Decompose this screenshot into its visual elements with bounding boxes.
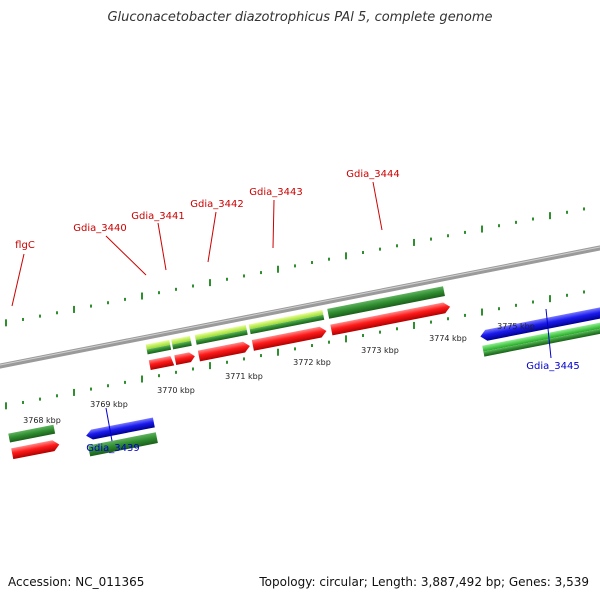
gdia-3445-gene-bar bbox=[482, 313, 600, 352]
gdia-3440-leader-line bbox=[105, 235, 147, 276]
gdia-3445-label: Gdia_3445 bbox=[526, 361, 579, 372]
genome-backbone-highlight bbox=[0, 246, 600, 366]
gdia-3444-leader-line bbox=[372, 181, 383, 231]
scale-label-3775: 3775 kbp bbox=[497, 322, 535, 331]
gdia-3439-gene-bar bbox=[88, 432, 158, 457]
gdia-3441-leader-line bbox=[157, 222, 167, 271]
gene-labels: flgC Gdia_3440 Gdia_3441 Gdia_3442 Gdia_… bbox=[15, 169, 580, 454]
gdia-3442-gene-bar bbox=[194, 324, 247, 340]
gdia-3439-label: Gdia_3439 bbox=[86, 443, 139, 454]
genome-title: Gluconacetobacter diazotrophicus PAl 5, … bbox=[107, 10, 493, 25]
scale-tick-marks bbox=[5, 207, 585, 410]
gdia-3444-label: Gdia_3444 bbox=[346, 169, 399, 180]
scale-label-3772: 3772 kbp bbox=[293, 358, 331, 367]
gdia-3441-gene-bar-lower bbox=[172, 340, 192, 350]
gdia-3441-label: Gdia_3441 bbox=[131, 211, 184, 222]
gdia-3441-cds-arrow bbox=[174, 352, 195, 366]
gdia-3441-gene-bar bbox=[171, 335, 191, 345]
gdia-3440-label: Gdia_3440 bbox=[73, 223, 126, 234]
flgC-cds-arrow bbox=[11, 440, 60, 460]
gdia-3445-leader-line bbox=[545, 308, 552, 359]
gdia-3443-label: Gdia_3443 bbox=[249, 187, 302, 198]
scale-label-3773: 3773 kbp bbox=[361, 346, 399, 355]
gdia-3445-gene-bar-lower bbox=[483, 318, 600, 357]
genome-summary-text: Topology: circular; Length: 3,887,492 bp… bbox=[259, 575, 589, 589]
reverse-strand-features bbox=[86, 298, 600, 457]
gdia-3442-label: Gdia_3442 bbox=[190, 199, 243, 210]
gdia-3443-gene-bar bbox=[248, 309, 324, 330]
gdia-3442-gene-bar-lower bbox=[195, 329, 248, 345]
gdia-3444-cds-arrow bbox=[330, 302, 451, 336]
scale-labels: 3768 kbp 3769 kbp 3770 kbp 3771 kbp 3772… bbox=[23, 322, 535, 425]
gdia-3443-gene-bar-lower bbox=[249, 314, 325, 335]
flgC-gene-bar bbox=[8, 424, 56, 443]
gdia-3440-gene-bar bbox=[145, 339, 171, 350]
flgC-leader-line bbox=[11, 253, 25, 307]
gdia-3442-cds-arrow bbox=[197, 341, 250, 362]
scale-label-3774: 3774 kbp bbox=[429, 334, 467, 343]
scale-label-3770: 3770 kbp bbox=[157, 386, 195, 395]
flgC-label: flgC bbox=[15, 240, 35, 251]
gdia-3440-cds-arrow bbox=[148, 356, 175, 371]
gdia-3442-leader-line bbox=[207, 211, 217, 263]
scale-label-3769: 3769 kbp bbox=[90, 400, 128, 409]
label-leader-lines bbox=[11, 181, 552, 442]
gdia-3439-leader-line bbox=[105, 407, 113, 442]
scale-label-3768: 3768 kbp bbox=[23, 416, 61, 425]
gdia-3445-cds-arrow bbox=[480, 298, 600, 341]
gdia-3443-leader-line bbox=[272, 199, 275, 249]
gdia-3444-gene-bar bbox=[327, 286, 445, 319]
forward-strand-features bbox=[8, 286, 451, 460]
scale-label-3771: 3771 kbp bbox=[225, 372, 263, 381]
accession-text: Accession: NC_011365 bbox=[8, 575, 145, 589]
gdia-3443-cds-arrow bbox=[251, 326, 327, 351]
gdia-3439-cds-arrow bbox=[86, 417, 155, 440]
gdia-3440-gene-bar-lower bbox=[146, 344, 172, 355]
genome-backbone bbox=[0, 245, 600, 369]
